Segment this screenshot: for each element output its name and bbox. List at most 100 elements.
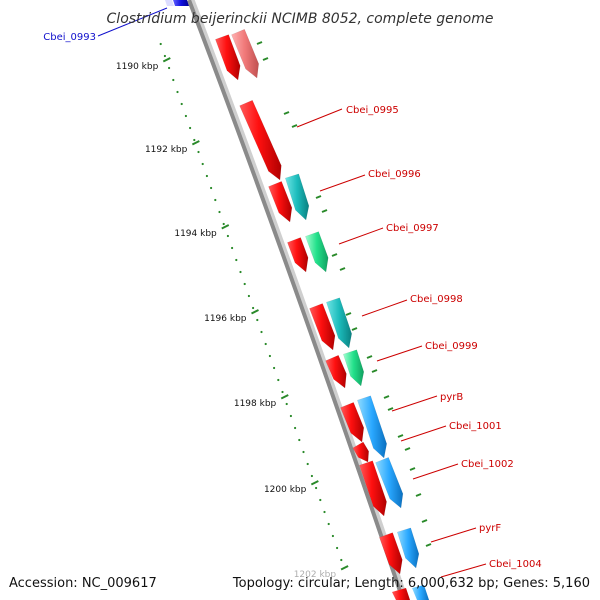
minor-tick-dot	[302, 450, 305, 454]
gene-label-cbei-1004[interactable]: Cbei_1004	[489, 559, 542, 570]
feature-tick	[321, 209, 328, 213]
gene-label-cbei-1002[interactable]: Cbei_1002	[461, 459, 514, 470]
gene-label-cbei-0995[interactable]: Cbei_0995	[346, 105, 399, 116]
genome-backbone	[187, 0, 405, 600]
minor-tick-dot	[205, 174, 208, 178]
feature-tick	[315, 195, 322, 199]
gene-arrow-outer	[305, 231, 329, 273]
minor-tick-dot	[327, 522, 330, 526]
gene-arrow-outer	[396, 527, 420, 569]
feature-tick	[404, 447, 411, 451]
minor-tick-dot	[281, 390, 284, 394]
feature-tick	[409, 467, 416, 471]
gene-features	[215, 28, 432, 575]
gene-leader-line	[296, 108, 343, 128]
gene-label-pyrf[interactable]: pyrF	[479, 523, 501, 534]
gene-label-cbei-0997[interactable]: Cbei_0997	[386, 223, 439, 234]
major-tick	[221, 224, 230, 230]
gene-leader-line	[97, 7, 168, 37]
minor-tick-dot	[277, 378, 280, 382]
gene-arrow-forward	[309, 303, 336, 351]
tick-label: 1192 kbp	[145, 145, 188, 155]
gene-arrow-forward	[215, 34, 241, 81]
feature-tick	[331, 253, 338, 257]
gene-leader-line	[376, 345, 423, 362]
feature-tick	[387, 407, 394, 411]
gene-arrow-outer	[284, 173, 310, 221]
minor-tick-dot	[315, 486, 318, 490]
genome-title: Clostridium beijerinckii NCIMB 8052, com…	[107, 11, 494, 27]
minor-tick-dot	[180, 102, 183, 106]
minor-tick-dot	[260, 330, 263, 334]
gene-label-pyrb[interactable]: pyrB	[440, 392, 463, 403]
gene-arrow-outer	[357, 395, 387, 459]
minor-tick-dot	[189, 126, 192, 130]
gene-label-cbei-0998[interactable]: Cbei_0998	[410, 294, 463, 305]
minor-tick-dot	[193, 138, 196, 142]
minor-tick-dot	[294, 426, 297, 430]
major-tick	[280, 394, 289, 400]
feature-tick	[383, 395, 390, 399]
feature-tick	[351, 327, 358, 331]
minor-tick-dot	[210, 186, 213, 190]
gene-arrow-forward	[287, 237, 309, 273]
gene-arrow-forward	[359, 460, 387, 517]
gene-leader-line	[319, 174, 366, 192]
major-tick	[162, 57, 171, 63]
tick-label: 1196 kbp	[204, 314, 247, 324]
gene-arrow-forward	[379, 532, 403, 575]
gene-arrow-outer	[375, 457, 404, 509]
feature-tick	[415, 493, 422, 497]
gene-feature-white-top	[165, 0, 174, 6]
feature-tick	[262, 57, 269, 61]
gene-feature-bottom-blue	[412, 585, 429, 600]
minor-tick-dot	[298, 438, 301, 442]
gene-leader-line	[338, 227, 384, 245]
gene-arrow-forward	[239, 99, 282, 181]
minor-tick-dot	[306, 462, 309, 466]
gene-arrow-outer	[342, 349, 365, 387]
minor-tick-dot	[176, 90, 179, 94]
gene-feature-bottom-red	[392, 588, 410, 600]
minor-tick-dot	[336, 546, 339, 550]
minor-tick-dot	[268, 354, 271, 358]
gene-label-cbei-0999[interactable]: Cbei_0999	[425, 341, 478, 352]
major-tick	[251, 309, 259, 315]
feature-tick	[283, 111, 290, 115]
minor-tick-dot	[243, 282, 246, 286]
gene-label-cbei-0993[interactable]: Cbei_0993	[43, 32, 96, 43]
ruler-ticks: 1190 kbp 1192 kbp 1194 kbp 1196 kbp 1198 kbp…	[116, 42, 349, 580]
minor-tick-dot	[214, 198, 217, 202]
feature-tick	[421, 519, 428, 523]
minor-tick-dot	[310, 474, 313, 478]
gene-label-cbei-0996[interactable]: Cbei_0996	[368, 169, 421, 180]
minor-tick-dot	[201, 162, 204, 166]
genome-summary-text: Topology: circular; Length: 6,000,632 bp…	[232, 576, 590, 591]
gene-arrow-forward	[340, 402, 365, 443]
major-tick	[310, 480, 319, 486]
minor-tick-dot	[323, 510, 326, 514]
tick-label: 1200 kbp	[264, 485, 307, 495]
gene-label-cbei-1001[interactable]: Cbei_1001	[449, 421, 502, 432]
feature-tick	[291, 124, 298, 128]
gene-arrow-forward	[325, 354, 347, 389]
minor-tick-dot	[252, 306, 255, 310]
minor-tick-dot	[235, 258, 238, 262]
minor-tick-dot	[226, 234, 229, 238]
minor-tick-dot	[172, 78, 175, 82]
minor-tick-dot	[163, 54, 166, 58]
minor-tick-dot	[340, 558, 343, 562]
minor-tick-dot	[184, 114, 187, 118]
tick-label: 1190 kbp	[116, 62, 159, 72]
feature-tick	[425, 543, 432, 547]
minor-tick-dot	[239, 270, 242, 274]
feature-tick	[366, 355, 373, 359]
minor-tick-dot	[218, 210, 221, 214]
feature-tick	[397, 434, 404, 438]
major-tick	[340, 565, 349, 571]
gene-leader-line	[361, 299, 408, 317]
gene-leader-line	[412, 463, 459, 480]
gene-arrow-forward	[268, 181, 293, 223]
gene-arrow-outer	[326, 297, 352, 349]
